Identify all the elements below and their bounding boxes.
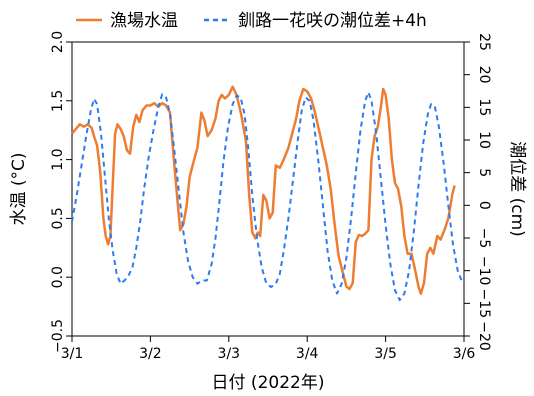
legend: 漁場水温 釧路一花咲の潮位差+4h — [76, 11, 427, 31]
y-right-tick-label: −10 — [476, 256, 492, 286]
y-axis-right-ticks: −20 −15 −10 −5 0 5 10 15 20 25 — [464, 33, 492, 351]
y-axis-right-label: 潮位差 (cm) — [507, 141, 527, 237]
x-tick-label: 3/6 — [453, 346, 476, 362]
y-axis-left-ticks: −0.5 0.0 0.5 1.0 1.5 2.0 — [50, 31, 72, 353]
plot-frame — [71, 41, 465, 337]
x-axis-ticks: 3/1 3/2 3/3 3/4 3/5 3/6 — [61, 336, 476, 362]
y-right-tick-label: 5 — [476, 168, 492, 177]
y-right-tick-label: 15 — [476, 98, 492, 116]
series-line-water-temp — [71, 85, 456, 295]
y-right-tick-label: −20 — [476, 321, 492, 351]
y-left-tick-label: 0.0 — [50, 266, 66, 288]
x-tick-label: 3/2 — [139, 346, 162, 362]
legend-label-water-temp: 漁場水温 — [110, 11, 178, 31]
y-left-tick-label: 1.5 — [50, 90, 66, 112]
y-right-tick-label: 0 — [476, 201, 492, 210]
y-axis-left-label: 水温 (°C) — [9, 152, 29, 225]
x-tick-label: 3/4 — [296, 346, 319, 362]
legend-label-tide-diff: 釧路一花咲の潮位差+4h — [238, 11, 427, 31]
y-right-tick-label: −5 — [476, 228, 492, 249]
y-right-tick-label: 10 — [476, 131, 492, 149]
series-line-tide-diff — [71, 91, 465, 302]
x-tick-label: 3/3 — [218, 346, 241, 362]
x-tick-label: 3/1 — [61, 346, 84, 362]
y-right-tick-label: −15 — [476, 289, 492, 319]
y-right-tick-label: 25 — [476, 33, 492, 51]
y-left-tick-label: 0.5 — [50, 207, 66, 229]
y-left-tick-label: 1.0 — [50, 148, 66, 170]
x-tick-label: 3/5 — [374, 346, 397, 362]
y-left-tick-label: −0.5 — [50, 319, 66, 353]
y-right-tick-label: 20 — [476, 66, 492, 84]
x-axis-label: 日付 (2022年) — [212, 373, 325, 393]
y-left-tick-label: 2.0 — [50, 31, 66, 53]
